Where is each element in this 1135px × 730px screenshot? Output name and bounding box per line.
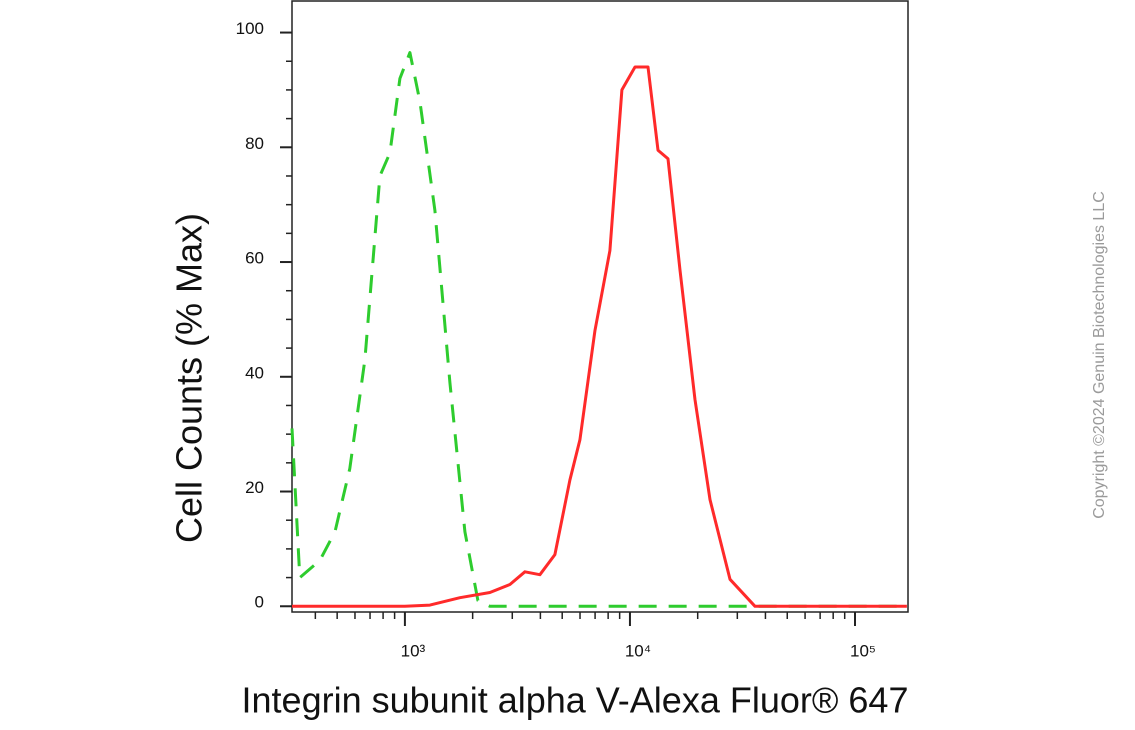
y-tick-label: 0 xyxy=(255,593,264,612)
x-tick-label: 10⁴ xyxy=(625,641,651,660)
x-tick-label: 10⁵ xyxy=(850,641,876,660)
y-axis-title: Cell Counts (% Max) xyxy=(169,213,210,543)
x-axis-title: Integrin subunit alpha V-Alexa Fluor® 64… xyxy=(242,680,909,721)
x-tick-label: 10³ xyxy=(401,641,426,660)
histogram-line xyxy=(292,65,907,608)
y-tick-label: 20 xyxy=(245,478,264,497)
watermark: Copyright ©2024 Genuin Biotechnologies L… xyxy=(1091,191,1108,519)
y-tick-label: 100 xyxy=(236,19,264,38)
plot-frame xyxy=(291,0,909,613)
y-tick-label: 60 xyxy=(245,249,264,268)
histogram-line xyxy=(290,51,907,608)
y-tick-label: 40 xyxy=(245,363,264,382)
y-tick-label: 80 xyxy=(245,134,264,153)
